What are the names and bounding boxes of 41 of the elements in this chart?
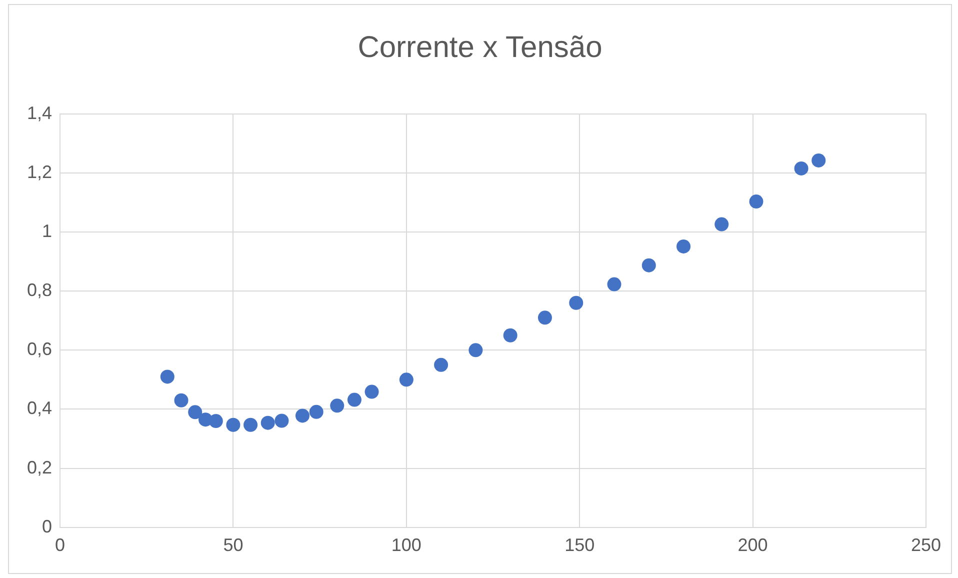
y-tick-label: 0,4 — [26, 398, 52, 418]
point — [174, 393, 188, 408]
point — [347, 392, 362, 407]
point — [274, 414, 289, 428]
x-tick-label: 150 — [564, 535, 595, 556]
point — [295, 408, 310, 423]
y-tick-label: 1,2 — [26, 162, 52, 182]
point — [364, 384, 379, 399]
y-tick-label: 0,6 — [26, 339, 52, 360]
point — [642, 258, 656, 272]
point — [309, 404, 324, 419]
x-tick-label: 0 — [55, 535, 66, 556]
point — [468, 343, 483, 358]
x-tick-label: 200 — [738, 535, 768, 556]
point — [244, 418, 258, 432]
x-tick-label: 100 — [391, 535, 422, 556]
point — [812, 153, 826, 168]
point — [714, 217, 729, 232]
point — [569, 296, 584, 310]
point — [260, 416, 275, 430]
point — [208, 414, 223, 428]
point — [399, 372, 414, 387]
point — [330, 398, 344, 413]
y-tick-label: 0,8 — [26, 280, 52, 300]
point — [188, 405, 202, 420]
point — [607, 277, 622, 292]
point — [676, 239, 691, 254]
y-tick-label: 1 — [42, 220, 52, 241]
x-tick-label: 250 — [910, 535, 942, 556]
point — [226, 418, 240, 432]
point — [749, 194, 764, 209]
y-tick-label: 0 — [42, 516, 52, 536]
chart-title: Corrente x Tensão — [356, 31, 604, 65]
x-tick-label: 50 — [223, 535, 244, 556]
point — [503, 328, 518, 342]
y-tick-label: 1,4 — [26, 102, 52, 123]
point — [538, 310, 552, 325]
point — [794, 161, 808, 176]
point — [434, 358, 448, 372]
y-tick-label: 0,2 — [26, 457, 52, 478]
point — [160, 370, 174, 384]
